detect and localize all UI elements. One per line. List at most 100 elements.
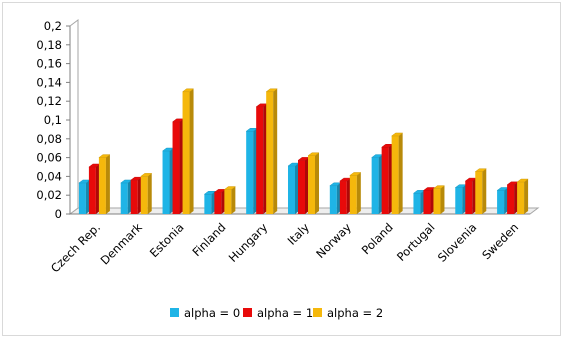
bar (213, 189, 227, 214)
chart-legend: alpha = 0 alpha = 1 alpha = 2 (170, 306, 383, 320)
bar-front (455, 187, 463, 214)
bar-side (398, 132, 403, 214)
x-tick-label: Portugal (394, 220, 438, 264)
bar-front (349, 175, 357, 214)
bar (516, 178, 529, 214)
bar (349, 172, 362, 214)
bar-top (203, 191, 217, 195)
x-tick-label: Denmark (98, 220, 146, 268)
legend-item: alpha = 2 (313, 306, 383, 320)
bar (307, 152, 320, 214)
bar-front (381, 147, 389, 214)
bar-side (524, 179, 529, 214)
bar (98, 154, 111, 214)
bar (139, 173, 153, 214)
y-tick-label: 0,12 (36, 94, 62, 108)
bar (171, 118, 185, 214)
bar-top (516, 178, 529, 183)
bar-front (246, 131, 254, 214)
bar-front (162, 151, 170, 214)
y-tick-label: 0,08 (36, 132, 62, 146)
y-tick-label: 0,02 (36, 188, 62, 202)
bar-front (391, 135, 399, 214)
bar (181, 88, 195, 214)
bar-front (224, 189, 232, 214)
bar (454, 184, 468, 214)
bar (265, 88, 278, 214)
x-tick-label: Slovenia (435, 220, 480, 265)
chart-bars (78, 88, 529, 214)
bar (119, 179, 133, 214)
bar (412, 190, 426, 214)
bar (88, 163, 101, 214)
bar (432, 185, 446, 214)
bar-front (78, 182, 86, 214)
bar (474, 168, 488, 214)
bar-side (482, 168, 487, 214)
bar-front (266, 91, 274, 214)
bar-front (98, 157, 106, 214)
bar-top (307, 152, 320, 156)
bar-front (465, 181, 473, 214)
bar-front (329, 185, 337, 214)
bar-front (256, 106, 264, 214)
chart-side-wall (69, 19, 79, 215)
bar-top (181, 88, 195, 93)
y-tick-label: 0,06 (36, 151, 62, 165)
y-tick-label: 0,14 (36, 75, 62, 89)
bar (390, 132, 404, 214)
bar (339, 177, 352, 214)
bar-side (189, 88, 194, 214)
bar-top (98, 154, 111, 158)
bar-front (298, 160, 305, 214)
bar-front (517, 182, 525, 214)
bar-front (182, 91, 190, 214)
bar-top (139, 173, 153, 177)
x-tick-label: Estonia (147, 220, 187, 260)
legend-item: alpha = 1 (243, 306, 313, 320)
bar (287, 162, 300, 214)
bar-front (371, 157, 379, 214)
bar-top (422, 187, 436, 191)
bar (223, 186, 237, 214)
bar-front (413, 193, 421, 214)
bar (464, 177, 478, 214)
y-tick-label: 0,04 (36, 169, 62, 183)
legend-label: alpha = 2 (327, 306, 383, 320)
legend-swatch (170, 308, 179, 317)
legend-swatch (243, 308, 252, 317)
bar-top (349, 172, 362, 176)
bar-side (356, 172, 361, 214)
legend-item: alpha = 0 (170, 306, 240, 320)
y-tick-label: 0,2 (44, 19, 62, 33)
bar-front (497, 190, 505, 214)
legend-swatch (313, 308, 322, 317)
bar-front (475, 171, 483, 214)
bar-front (339, 181, 347, 214)
x-tick-label: Norway (313, 220, 354, 261)
bar-side (147, 173, 152, 214)
bar-front (214, 192, 222, 214)
x-tick-label: Czech Rep. (48, 220, 103, 275)
bar (297, 157, 310, 214)
y-tick-label: 0 (55, 207, 62, 221)
bar (422, 187, 436, 214)
bar-side (105, 154, 110, 214)
bar (329, 182, 342, 214)
bar-top (390, 132, 404, 137)
bar-front (172, 121, 180, 214)
bar-front (140, 176, 148, 214)
y-tick-label: 0,18 (36, 38, 62, 52)
y-tick-label: 0,1 (44, 113, 62, 127)
bar (496, 187, 509, 214)
bar-front (308, 155, 315, 214)
bar (203, 191, 217, 214)
x-tick-label: Sweden (479, 220, 521, 262)
x-tick-label: Italy (285, 220, 313, 248)
y-tick-label: 0,16 (36, 57, 62, 71)
bar (78, 179, 91, 214)
bar-top (265, 88, 278, 93)
bar-side (273, 88, 278, 214)
bar-front (507, 184, 515, 214)
